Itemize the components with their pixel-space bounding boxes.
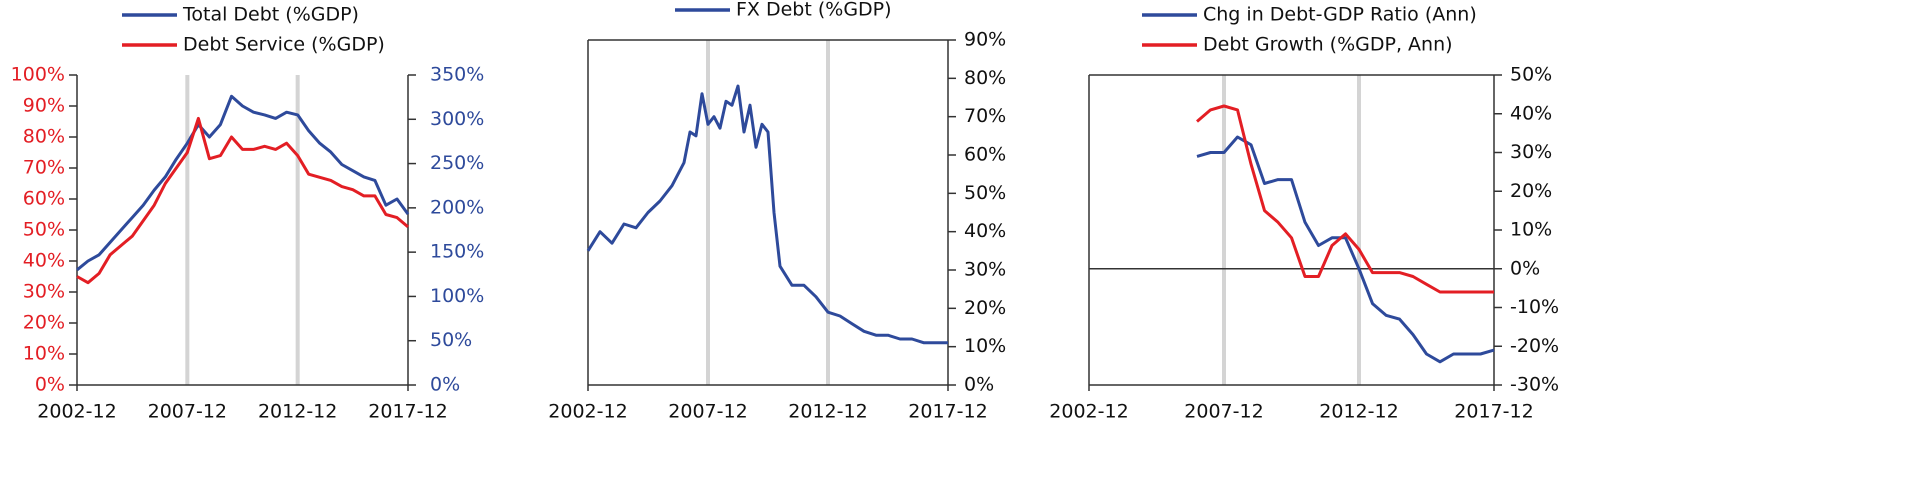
y-tick-label: 20% xyxy=(964,297,1006,319)
x-tick-label: 2017-12 xyxy=(368,401,447,423)
y-tick-label: 50% xyxy=(1510,64,1552,86)
y-tick-label: 30% xyxy=(1510,141,1552,163)
x-tick-label: 2017-12 xyxy=(1454,401,1533,423)
series-line xyxy=(76,94,410,272)
y-tick-label: 0% xyxy=(35,374,65,396)
x-tick-label: 2007-12 xyxy=(1184,401,1263,423)
y2-tick-label: 300% xyxy=(430,108,484,130)
y-tick-label: 40% xyxy=(1510,102,1552,124)
x-tick-label: 2012-12 xyxy=(1319,401,1398,423)
y2-tick-label: 200% xyxy=(430,196,484,218)
y2-tick-label: 250% xyxy=(430,152,484,174)
y-tick-label: 10% xyxy=(1510,219,1552,241)
x-tick-label: 2007-12 xyxy=(148,401,227,423)
y-tick-label: 70% xyxy=(964,105,1006,127)
y-tick-label: 90% xyxy=(23,95,65,117)
y-tick-label: 40% xyxy=(964,220,1006,242)
legend-label: Debt Service (%GDP) xyxy=(183,34,385,56)
y-tick-label: 10% xyxy=(23,343,65,365)
series-line xyxy=(1196,135,1495,364)
y-tick-label: 40% xyxy=(23,250,65,272)
x-tick-label: 2002-12 xyxy=(1049,401,1128,423)
legend-label: Chg in Debt-GDP Ratio (Ann) xyxy=(1203,4,1477,26)
y-tick-label: 0% xyxy=(964,374,994,396)
x-tick-label: 2002-12 xyxy=(37,401,116,423)
y-tick-label: 0% xyxy=(1510,257,1540,279)
y-tick-label: 20% xyxy=(1510,180,1552,202)
series-line xyxy=(586,84,948,345)
x-tick-label: 2012-12 xyxy=(788,401,867,423)
y2-tick-label: 150% xyxy=(430,241,484,263)
y-tick-label: 50% xyxy=(964,182,1006,204)
x-tick-label: 2012-12 xyxy=(258,401,337,423)
y-tick-label: 60% xyxy=(964,144,1006,166)
x-tick-label: 2017-12 xyxy=(908,401,987,423)
y-tick-label: -30% xyxy=(1510,374,1559,396)
x-tick-label: 2002-12 xyxy=(548,401,627,423)
y2-tick-label: 100% xyxy=(430,285,484,307)
y-tick-label: 50% xyxy=(23,219,65,241)
legend-label: FX Debt (%GDP) xyxy=(736,0,892,21)
y-tick-label: 80% xyxy=(23,126,65,148)
series-line xyxy=(76,116,409,285)
y-tick-label: 30% xyxy=(23,281,65,303)
y-tick-label: 30% xyxy=(964,259,1006,281)
y-tick-label: -20% xyxy=(1510,335,1559,357)
y2-tick-label: 50% xyxy=(430,329,472,351)
y-tick-label: 70% xyxy=(23,157,65,179)
x-tick-label: 2007-12 xyxy=(668,401,747,423)
y-tick-label: 80% xyxy=(964,67,1006,89)
series-line xyxy=(1196,104,1494,294)
y-tick-label: 20% xyxy=(23,312,65,334)
y-tick-label: 10% xyxy=(964,335,1006,357)
y2-tick-label: 350% xyxy=(430,64,484,86)
y2-tick-label: 0% xyxy=(430,374,460,396)
legend-label: Debt Growth (%GDP, Ann) xyxy=(1203,34,1453,56)
y-tick-label: -10% xyxy=(1510,296,1559,318)
y-tick-label: 60% xyxy=(23,188,65,210)
legend-label: Total Debt (%GDP) xyxy=(182,4,359,26)
y-tick-label: 100% xyxy=(11,64,65,86)
y-tick-label: 90% xyxy=(964,29,1006,51)
